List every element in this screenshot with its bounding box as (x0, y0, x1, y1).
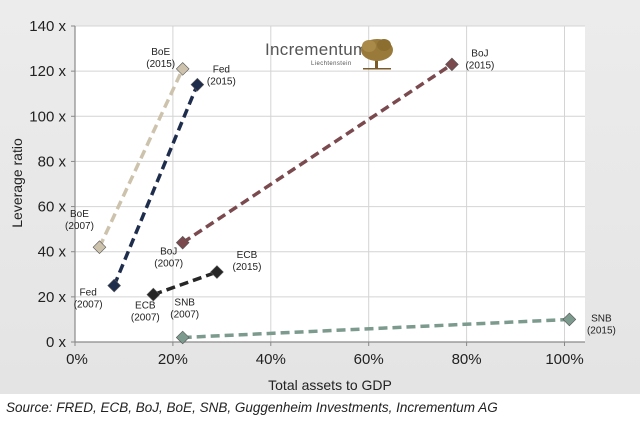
marker-snb-2007 (175, 330, 190, 345)
series-line-boj (181, 62, 453, 245)
plot-area (75, 26, 585, 342)
x-axis-title: Total assets to GDP (268, 377, 392, 393)
marker-ecb-2007 (146, 287, 161, 302)
point-label-snb-2015: SNB (2015) (587, 313, 616, 336)
marker-ecb-2015 (210, 265, 224, 279)
tree-icon (361, 39, 393, 70)
point-label-ecb-2015: ECB (2015) (233, 250, 262, 273)
series-line-snb (182, 317, 570, 340)
grid-lines (75, 25, 585, 342)
axes: 0 x 20 x 40 x 60 x 80 x 100 x 120 x 140 x 0% 20% 4… (29, 18, 585, 368)
marker-fed-2007 (107, 278, 121, 293)
incrementum-logo: Incrementum Liechtenstein (265, 39, 393, 70)
marker-boe-2015 (175, 62, 190, 76)
marker-fed-2015 (190, 77, 205, 92)
marker-boj-2007 (175, 235, 190, 250)
x-tick-label: 20% (158, 351, 188, 368)
point-label-fed-2015: Fed (2015) (207, 65, 236, 88)
y-tick-label: 100 x (29, 108, 66, 125)
y-tick-label: 80 x (38, 153, 67, 170)
series-layer (92, 57, 577, 345)
marker-boj-2015 (445, 57, 459, 72)
series-line-fed (112, 84, 199, 287)
logo-name: Incrementum (265, 40, 368, 59)
y-tick-label: 120 x (29, 63, 66, 80)
leverage-scatter-chart: 0 x 20 x 40 x 60 x 80 x 100 x 120 x 140 x 0% 20% 4… (9, 18, 616, 393)
point-label-boe-2007: BoE (2007) (65, 209, 94, 232)
x-tick-label: 40% (256, 351, 286, 368)
point-label-fed-2007: Fed (2007) (74, 288, 103, 311)
x-tick-label: 80% (452, 351, 482, 368)
point-label-snb-2007: SNB (2007) (170, 297, 199, 320)
y-tick-label: 20 x (38, 289, 67, 306)
point-label-boj-2015: BoJ (2015) (465, 48, 494, 71)
marker-snb-2015 (562, 312, 577, 327)
x-tick-label: 0% (66, 351, 88, 368)
logo-subtitle: Liechtenstein (311, 61, 352, 67)
source-note: Source: FRED, ECB, BoJ, BoE, SNB, Guggen… (6, 400, 498, 415)
y-tick-label: 60 x (38, 199, 67, 216)
marker-boe-2007 (92, 240, 107, 254)
series-line-boe (97, 68, 185, 248)
x-tick-label: 60% (354, 351, 384, 368)
y-tick-label: 0 x (46, 334, 67, 351)
point-label-ecb-2007: ECB (2007) (131, 301, 160, 324)
series-line-ecb (152, 270, 218, 297)
y-tick-label: 40 x (38, 244, 67, 261)
y-axis-title: Leverage ratio (9, 138, 25, 228)
point-label-boe-2015: BoE (2015) (146, 47, 175, 70)
point-label-boj-2007: BoJ (2007) (154, 247, 183, 270)
x-tick-label: 100% (545, 351, 583, 368)
y-tick-label: 140 x (29, 18, 66, 35)
point-labels: BoE (2007) BoE (2015) Fed (2007) Fed (2015) BoJ(… (65, 47, 616, 337)
